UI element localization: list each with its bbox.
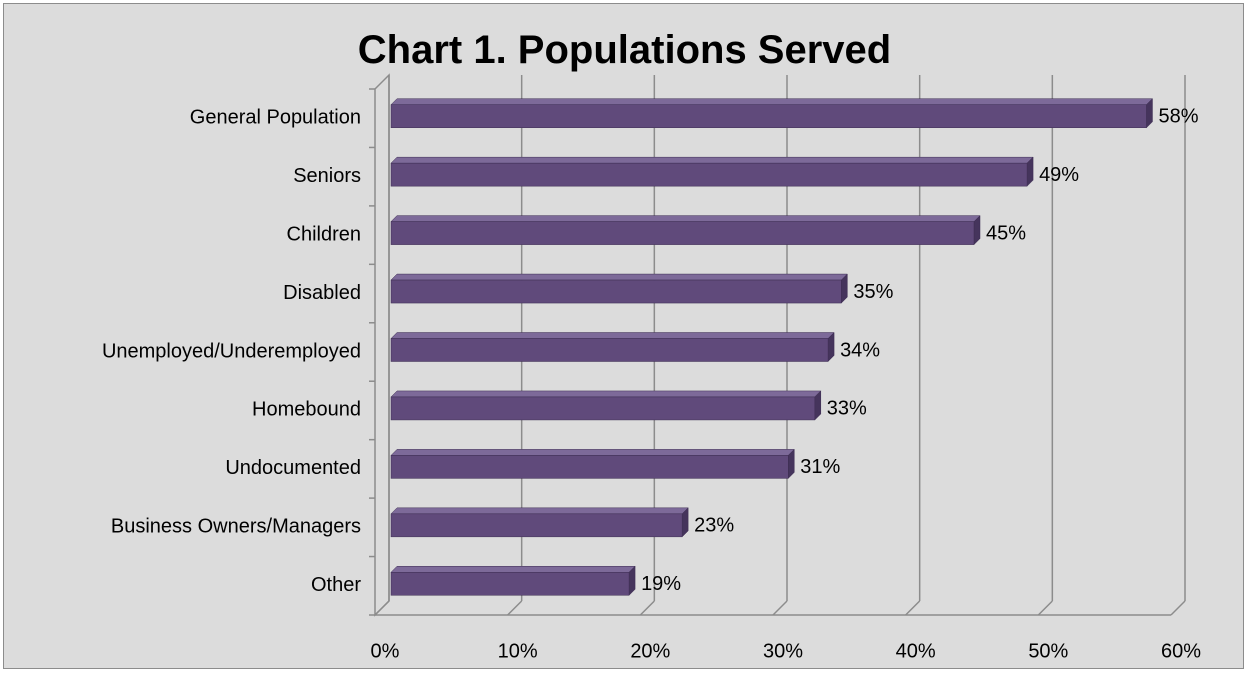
chart-title: Chart 1. Populations Served bbox=[357, 28, 892, 72]
bar bbox=[390, 221, 975, 245]
bar-top bbox=[390, 273, 848, 281]
data-label: 34% bbox=[840, 339, 880, 361]
bar-top bbox=[390, 390, 822, 398]
data-label: 19% bbox=[641, 573, 681, 595]
bar-top bbox=[390, 507, 689, 515]
bar-top bbox=[390, 156, 1034, 164]
data-label: 45% bbox=[986, 222, 1026, 244]
floor-gridline bbox=[905, 600, 921, 616]
bar-top bbox=[390, 449, 795, 456]
x-tick-label: 30% bbox=[763, 640, 803, 662]
data-label: 33% bbox=[827, 398, 867, 420]
data-label: 31% bbox=[800, 456, 840, 478]
category-label: Homebound bbox=[252, 399, 361, 421]
bar bbox=[390, 279, 842, 304]
data-label: 23% bbox=[694, 515, 734, 537]
floor-gridline bbox=[1037, 600, 1053, 616]
x-tick-label: 0% bbox=[371, 640, 400, 662]
category-label: Undocumented bbox=[225, 457, 361, 479]
bar bbox=[390, 104, 1147, 128]
bar-top bbox=[390, 98, 1154, 105]
data-label: 58% bbox=[1158, 106, 1198, 128]
x-tick-label: 10% bbox=[498, 640, 538, 662]
category-label: Other bbox=[311, 574, 361, 596]
bar bbox=[390, 396, 816, 421]
category-label: Business Owners/Managers bbox=[111, 516, 361, 538]
bar bbox=[390, 572, 630, 596]
bar bbox=[390, 513, 683, 538]
category-label: Children bbox=[287, 223, 361, 245]
bar-top bbox=[390, 332, 835, 339]
bar-top bbox=[390, 566, 636, 573]
category-label: Seniors bbox=[293, 165, 361, 187]
data-label: 49% bbox=[1039, 164, 1079, 186]
x-tick-label: 40% bbox=[896, 640, 936, 662]
bar bbox=[390, 162, 1028, 187]
floor-gridline bbox=[772, 600, 788, 616]
bar-top bbox=[390, 215, 981, 222]
x-tick-label: 50% bbox=[1028, 640, 1068, 662]
floor-gridline bbox=[374, 600, 390, 616]
floor-gridline bbox=[639, 600, 655, 616]
x-tick-label: 60% bbox=[1161, 640, 1201, 662]
category-label: General Population bbox=[190, 107, 361, 129]
floor-gridline bbox=[507, 600, 523, 616]
category-label: Disabled bbox=[283, 282, 361, 304]
category-label: Unemployed/Underemployed bbox=[102, 340, 361, 362]
floor-gridline bbox=[1170, 600, 1186, 616]
left-wall bbox=[374, 73, 390, 617]
bar bbox=[390, 455, 789, 479]
data-label: 35% bbox=[853, 281, 893, 303]
bar bbox=[390, 338, 829, 362]
x-tick-label: 20% bbox=[630, 640, 670, 662]
